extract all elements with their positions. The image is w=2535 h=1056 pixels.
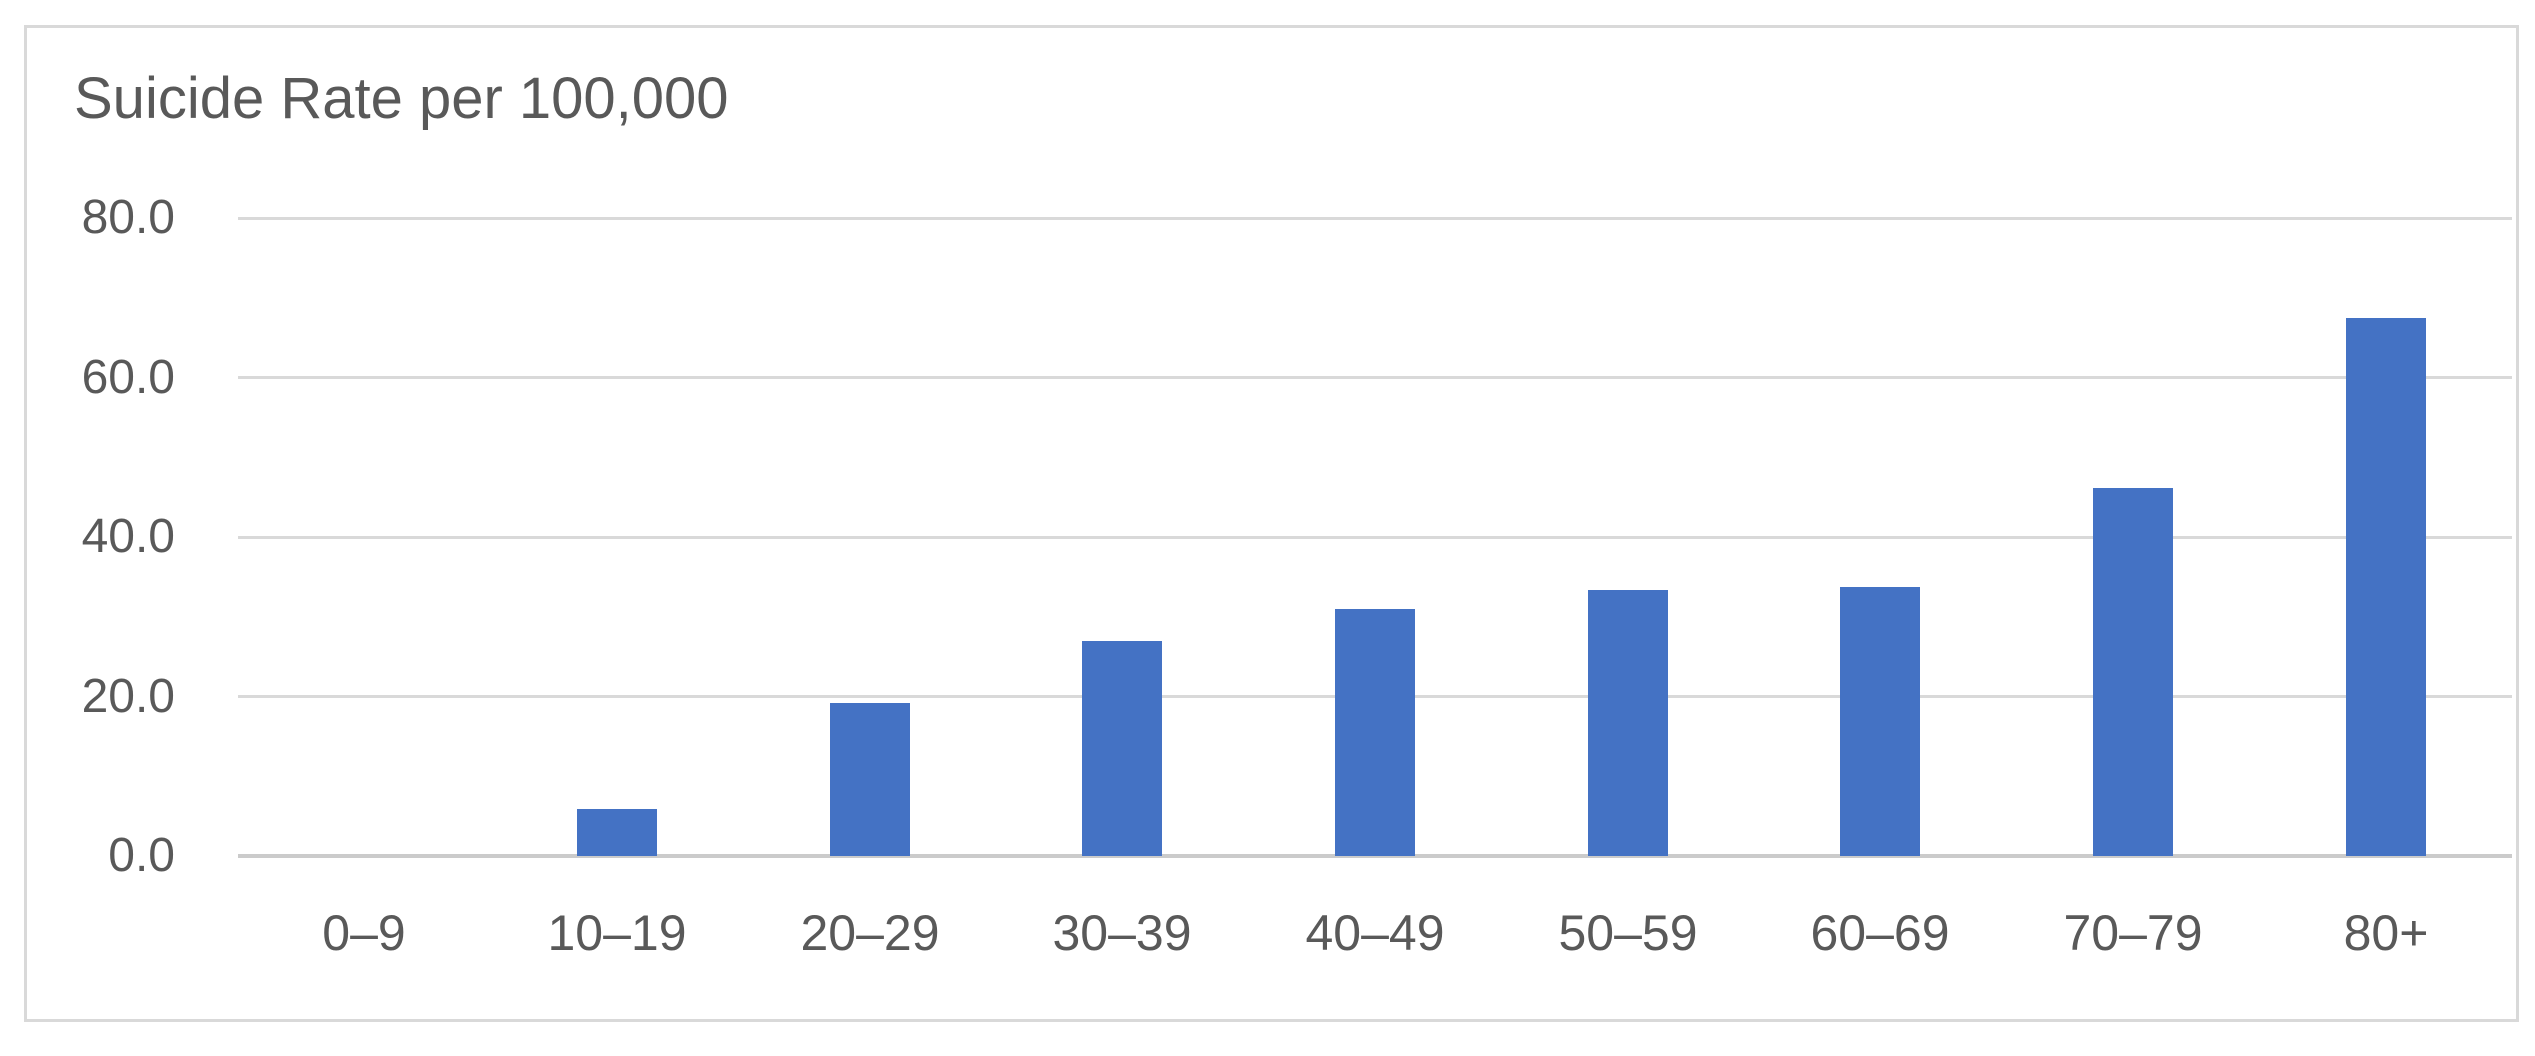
gridline (238, 536, 2512, 539)
x-axis-label: 70–79 (2063, 905, 2203, 961)
y-axis-label: 60.0 (81, 351, 175, 404)
bar (577, 809, 657, 856)
x-axis-label: 20–29 (800, 905, 940, 961)
chart-title: Suicide Rate per 100,000 (74, 66, 729, 131)
bar (2346, 318, 2426, 856)
bar (1588, 590, 1668, 856)
bar (1335, 609, 1415, 856)
x-axis-label: 80+ (2343, 905, 2429, 961)
y-axis-label: 20.0 (81, 670, 175, 723)
y-axis-label: 0.0 (108, 829, 175, 882)
bar (2093, 488, 2173, 856)
gridline (238, 217, 2512, 220)
bar-chart: Suicide Rate per 100,000 0.0 20.0 40.0 60.0… (24, 25, 2519, 1022)
gridline (238, 376, 2512, 379)
x-axis-label: 60–69 (1810, 905, 1950, 961)
x-axis-label: 50–59 (1558, 905, 1698, 961)
x-axis-label: 30–39 (1052, 905, 1192, 961)
y-axis-label: 80.0 (81, 191, 175, 244)
y-axis-label: 40.0 (81, 510, 175, 563)
bar (1840, 587, 1920, 856)
bar (1082, 641, 1162, 856)
x-axis-label: 10–19 (547, 905, 687, 961)
x-axis-label: 0–9 (322, 905, 406, 961)
x-axis-line (238, 854, 2512, 858)
bar (830, 703, 910, 856)
x-axis-label: 40–49 (1305, 905, 1445, 961)
